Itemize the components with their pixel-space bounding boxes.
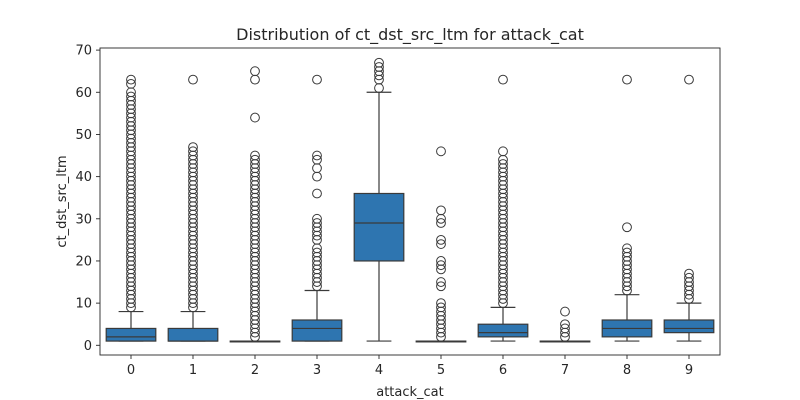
outlier-point: [436, 302, 446, 313]
outlier-point: [436, 256, 446, 266]
outlier-point: [126, 78, 136, 89]
outlier-point: [250, 112, 260, 123]
box-iqr: [663, 319, 715, 334]
x-tick-label: 6: [499, 363, 507, 378]
outlier-point: [436, 239, 446, 249]
box-7: [539, 306, 591, 343]
outlier-point: [436, 146, 446, 157]
outlier-point: [436, 277, 446, 287]
outlier-point: [498, 74, 508, 85]
outlier-point: [374, 83, 384, 93]
outlier-point: [684, 268, 694, 279]
outlier-point: [560, 319, 570, 330]
x-tick-label: 0: [127, 363, 135, 378]
outlier-point: [622, 222, 632, 233]
box-1: [167, 74, 219, 342]
y-axis: 0 10 20 30 40 50 60 70: [75, 44, 100, 354]
outlier-point: [250, 74, 260, 85]
plot-frame: [99, 47, 721, 356]
x-tick-label: 9: [685, 363, 693, 378]
outlier-point: [250, 150, 260, 161]
box-iqr: [105, 327, 157, 342]
outlier-point: [622, 74, 632, 85]
box-9: [663, 74, 715, 342]
outlier-point: [684, 272, 694, 283]
outlier-point: [126, 74, 136, 85]
x-tick-label: 7: [561, 363, 569, 378]
box-6: [477, 74, 529, 342]
outlier-point: [188, 146, 198, 157]
y-tick-label: 0: [84, 339, 92, 354]
y-tick-label: 70: [75, 44, 92, 59]
x-axis-label: attack_cat: [376, 385, 444, 400]
outlier-point: [188, 74, 198, 85]
y-tick-label: 30: [75, 212, 92, 227]
chart-title: Distribution of ct_dst_src_ltm for attac…: [236, 25, 584, 45]
x-tick-label: 1: [189, 363, 197, 378]
box-iqr: [353, 192, 405, 262]
outlier-point: [436, 281, 446, 292]
outlier-point: [126, 91, 136, 102]
outlier-point: [436, 260, 446, 271]
box-5: [415, 146, 467, 343]
outlier-point: [312, 213, 322, 224]
outlier-point: [312, 163, 322, 174]
outlier-point: [188, 142, 198, 153]
box-8: [601, 74, 653, 342]
outlier-point: [312, 188, 322, 199]
box-2: [229, 66, 281, 343]
outlier-point: [374, 62, 384, 72]
outlier-point: [312, 247, 322, 258]
outlier-point: [374, 57, 384, 68]
outlier-point: [498, 159, 508, 169]
outlier-point: [436, 218, 446, 228]
outlier-point: [312, 171, 322, 182]
outlier-point: [436, 298, 446, 309]
outlier-point: [560, 323, 570, 334]
x-tick-label: 4: [375, 363, 383, 378]
outlier-point: [684, 74, 694, 85]
box-iqr: [167, 327, 219, 342]
x-tick-label: 3: [313, 363, 321, 378]
outlier-point: [250, 154, 260, 165]
outlier-point: [498, 146, 508, 157]
y-tick-label: 60: [75, 86, 92, 101]
box-iqr: [291, 319, 343, 342]
x-tick-label: 5: [437, 363, 445, 378]
outlier-point: [622, 247, 632, 258]
box-4: [353, 57, 405, 342]
x-tick-label: 2: [251, 363, 259, 378]
outlier-point: [250, 66, 260, 77]
outlier-point: [312, 154, 322, 165]
outlier-point: [312, 218, 322, 228]
y-tick-label: 20: [75, 254, 92, 269]
box-iqr: [477, 323, 529, 338]
outlier-point: [436, 234, 446, 245]
y-tick-label: 50: [75, 128, 92, 143]
box-0: [105, 74, 157, 342]
y-axis-label: ct_dst_src_ltm: [55, 155, 70, 247]
y-tick-label: 10: [75, 297, 92, 312]
y-tick-label: 40: [75, 170, 92, 185]
boxes-layer: [105, 57, 715, 343]
outlier-point: [312, 74, 322, 85]
outlier-point: [312, 150, 322, 161]
outlier-point: [560, 306, 570, 317]
outlier-point: [622, 243, 632, 254]
outlier-point: [436, 205, 446, 216]
x-tick-label: 8: [623, 363, 631, 378]
x-axis: 0 1 2 3 4 5 6 7 8 9: [127, 355, 693, 378]
box-3: [291, 74, 343, 342]
